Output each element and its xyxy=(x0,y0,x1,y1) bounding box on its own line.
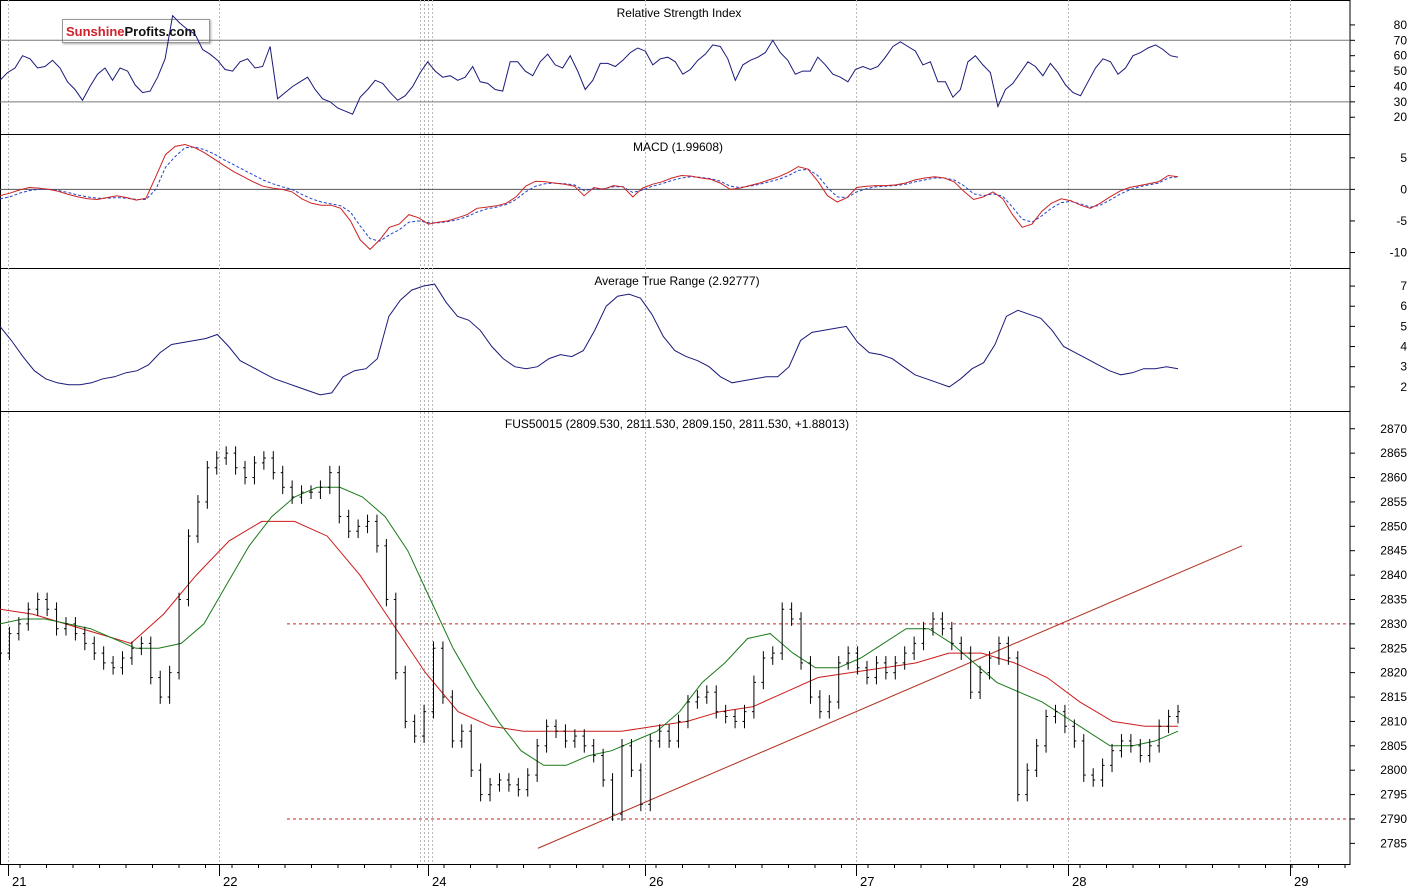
logo: SunshineProfits.com xyxy=(62,19,210,43)
rsi-line xyxy=(0,14,1179,115)
macd-ytick-label: -10 xyxy=(1390,246,1408,260)
x-tick-label: 21 xyxy=(12,874,26,889)
x-tick-label: 26 xyxy=(649,874,663,889)
x-tick-label: 28 xyxy=(1072,874,1086,889)
price-ytick-label: 2840 xyxy=(1380,568,1407,582)
macd-title: MACD (1.99608) xyxy=(633,140,723,154)
atr-line xyxy=(0,283,1179,396)
macd-ytick-label: 5 xyxy=(1400,151,1407,165)
logo-part1: Sunshine xyxy=(66,24,125,39)
atr-ytick-label: 2 xyxy=(1400,380,1407,394)
rsi-ytick-label: 30 xyxy=(1394,95,1408,109)
rsi-ytick-label: 40 xyxy=(1394,79,1408,93)
atr-title: Average True Range (2.92777) xyxy=(594,274,759,288)
moving-average-fast xyxy=(0,486,1179,766)
price-ytick-label: 2855 xyxy=(1380,495,1407,509)
price-ytick-label: 2810 xyxy=(1380,714,1407,728)
price-ytick-label: 2825 xyxy=(1380,641,1407,655)
macd-ytick-label: 0 xyxy=(1400,182,1407,196)
price-ytick-label: 2830 xyxy=(1380,617,1407,631)
moving-average-slow xyxy=(0,520,1178,732)
panel-frame-2 xyxy=(0,268,1351,412)
rsi-ytick-label: 20 xyxy=(1394,110,1408,124)
price-ytick-label: 2820 xyxy=(1380,666,1407,680)
rsi-title: Relative Strength Index xyxy=(617,6,742,20)
rsi-ytick-label: 80 xyxy=(1394,18,1408,32)
x-tick-label: 29 xyxy=(1294,874,1308,889)
atr-ytick-label: 4 xyxy=(1400,340,1407,354)
rsi-ytick-label: 50 xyxy=(1394,64,1408,78)
price-bars xyxy=(0,446,1180,821)
atr-ytick-label: 6 xyxy=(1400,299,1407,313)
macd-ytick-label: -5 xyxy=(1396,214,1407,228)
atr-ytick-label: 3 xyxy=(1400,360,1407,374)
macd-line xyxy=(0,143,1179,251)
trend-line xyxy=(537,545,1243,849)
price-ytick-label: 2785 xyxy=(1380,836,1407,850)
price-ytick-label: 2850 xyxy=(1380,519,1407,533)
x-tick-label: 22 xyxy=(223,874,237,889)
atr-ytick-label: 5 xyxy=(1400,319,1407,333)
logo-part2: Profits.com xyxy=(124,24,197,39)
price-ytick-label: 2805 xyxy=(1380,739,1407,753)
macd-signal-line xyxy=(0,146,1179,242)
x-tick-label: 27 xyxy=(860,874,874,889)
price-ytick-label: 2845 xyxy=(1380,544,1407,558)
price-title: FUS50015 (2809.530, 2811.530, 2809.150, … xyxy=(505,417,849,431)
x-tick-label: 24 xyxy=(432,874,446,889)
price-ytick-label: 2835 xyxy=(1380,592,1407,606)
price-ytick-label: 2865 xyxy=(1380,446,1407,460)
price-ytick-label: 2800 xyxy=(1380,763,1407,777)
price-ytick-label: 2790 xyxy=(1380,812,1407,826)
price-ytick-label: 2815 xyxy=(1380,690,1407,704)
rsi-ytick-label: 70 xyxy=(1394,33,1408,47)
panel-frame-1 xyxy=(0,134,1351,269)
panel-frame-3 xyxy=(0,411,1351,865)
price-ytick-label: 2860 xyxy=(1380,471,1407,485)
atr-ytick-label: 7 xyxy=(1400,279,1407,293)
price-ytick-label: 2870 xyxy=(1380,422,1407,436)
rsi-ytick-label: 60 xyxy=(1394,49,1408,63)
price-ytick-label: 2795 xyxy=(1380,788,1407,802)
panel-frame-0 xyxy=(0,0,1351,135)
